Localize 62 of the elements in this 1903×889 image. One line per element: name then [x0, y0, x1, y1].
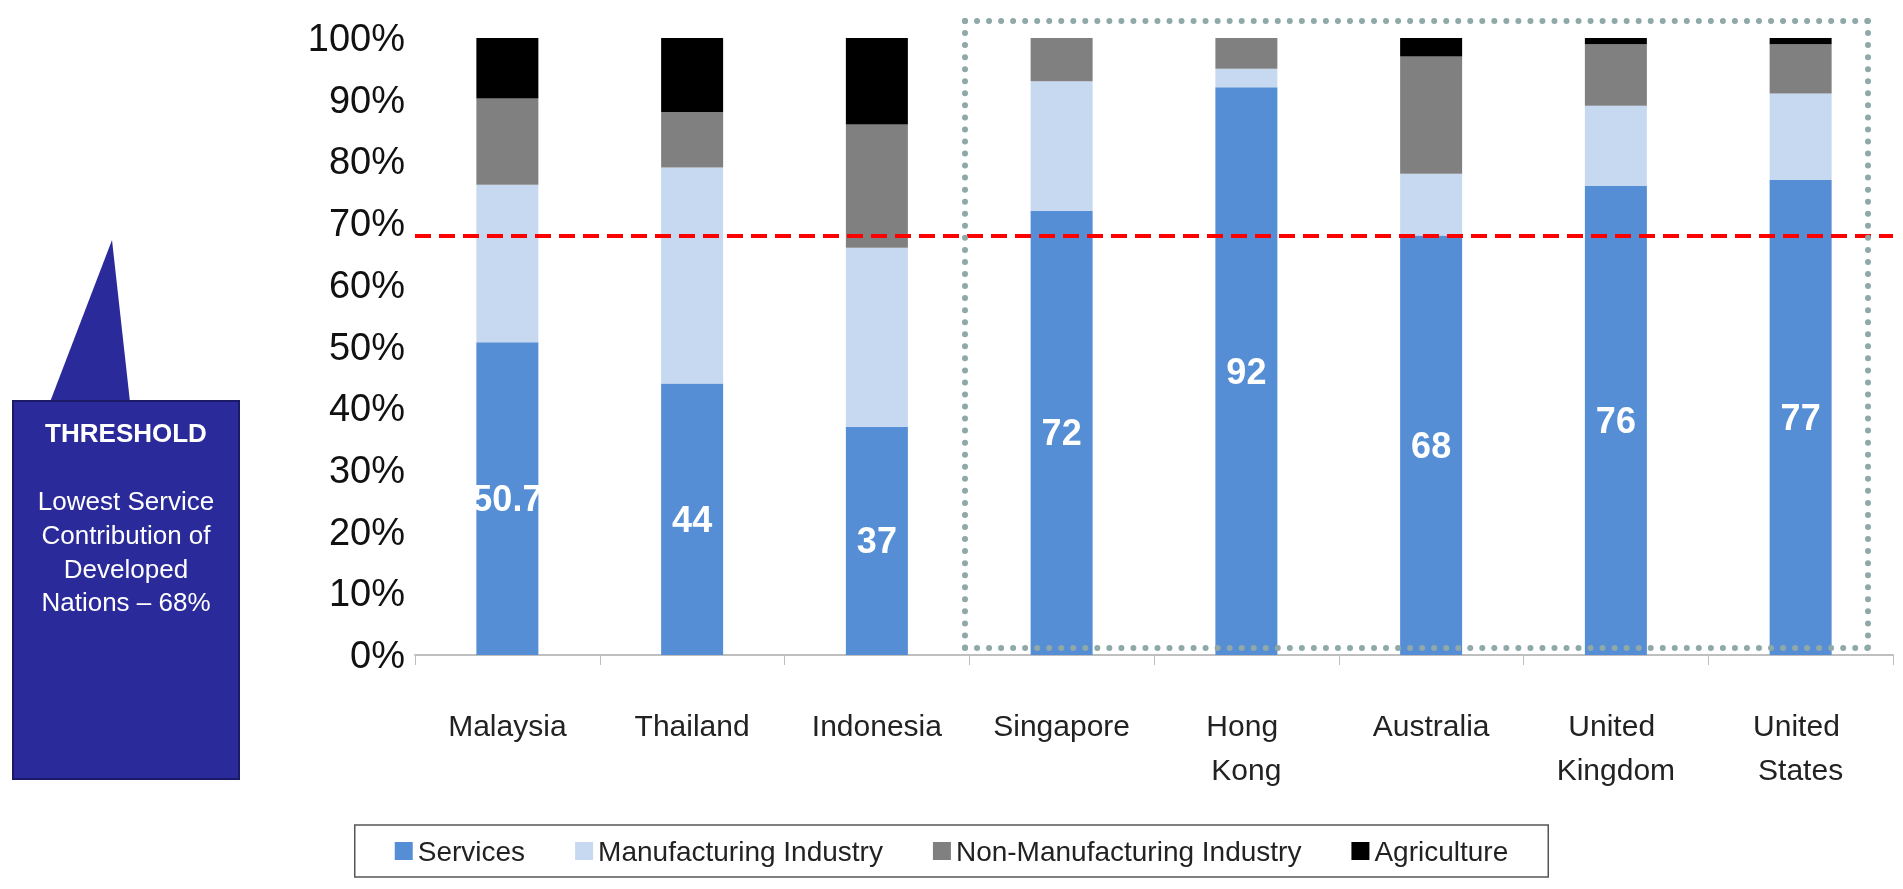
y-tick-label: 80%: [328, 140, 405, 183]
bar: [1030, 38, 1093, 82]
bar: [1584, 186, 1647, 655]
text: THRESHOLD: [44, 418, 208, 449]
bar: [1400, 173, 1463, 236]
x-tick-label: Indonesia: [811, 708, 943, 742]
text: Lowest Service Contribution of Developed Nations – 68%: [36, 485, 216, 620]
legend-label: Manufacturing Industry: [598, 835, 883, 867]
data-label: 76: [1595, 400, 1636, 442]
bar: [1400, 56, 1463, 174]
bar: [1584, 38, 1647, 45]
y-tick-label: 10%: [328, 572, 405, 615]
x-tick-label: United States: [1753, 708, 1849, 786]
bar: [1584, 44, 1647, 106]
bar: [1584, 105, 1647, 187]
bar: [1215, 38, 1278, 69]
x-tick-label: Malaysia: [448, 708, 567, 742]
bar: [476, 98, 539, 185]
bar: [1769, 38, 1832, 45]
bar: [1030, 81, 1093, 211]
data-label: 37: [856, 520, 897, 562]
data-label: 92: [1226, 350, 1267, 392]
bar: [1215, 87, 1278, 655]
bar: [661, 38, 724, 113]
bar: [661, 383, 724, 655]
data-label: 72: [1041, 412, 1082, 454]
bar: [1769, 93, 1832, 180]
bar: [845, 124, 908, 248]
bar: [845, 247, 908, 427]
bar: [845, 426, 908, 655]
x-tick-label: Hong Kong: [1206, 708, 1287, 786]
y-tick-label: 20%: [328, 510, 405, 553]
bar: [661, 112, 724, 168]
legend-label: Non-Manufacturing Industry: [955, 835, 1302, 867]
data-label: 44: [672, 498, 713, 540]
legend-label: Services: [417, 835, 526, 867]
bar: [1400, 38, 1463, 57]
bar: [476, 184, 539, 343]
bar: [845, 38, 908, 125]
y-tick-label: 30%: [328, 448, 405, 491]
x-tick-label: Australia: [1372, 708, 1490, 742]
x-tick-label: Thailand: [634, 708, 750, 742]
y-tick-label: 50%: [328, 325, 405, 368]
x-tick-label: United Kingdom: [1556, 708, 1676, 786]
x-tick-label: Singapore: [993, 708, 1131, 742]
data-label: 77: [1780, 396, 1821, 438]
bar: [661, 167, 724, 384]
y-tick-label: 70%: [328, 202, 405, 245]
bar: [1769, 179, 1832, 655]
bar: [1400, 235, 1463, 655]
y-tick-label: 100%: [307, 17, 405, 59]
y-tick-label: 40%: [328, 387, 405, 430]
bar: [1215, 68, 1278, 88]
y-tick-label: 0%: [350, 634, 405, 676]
y-tick-label: 90%: [328, 78, 405, 121]
legend-label: Agriculture: [1374, 835, 1509, 867]
data-label: 68: [1411, 424, 1452, 466]
bar: [1030, 210, 1093, 655]
y-tick-label: 60%: [328, 263, 405, 306]
bar: [1769, 44, 1832, 94]
bar: [476, 342, 539, 655]
bar: [476, 38, 539, 99]
